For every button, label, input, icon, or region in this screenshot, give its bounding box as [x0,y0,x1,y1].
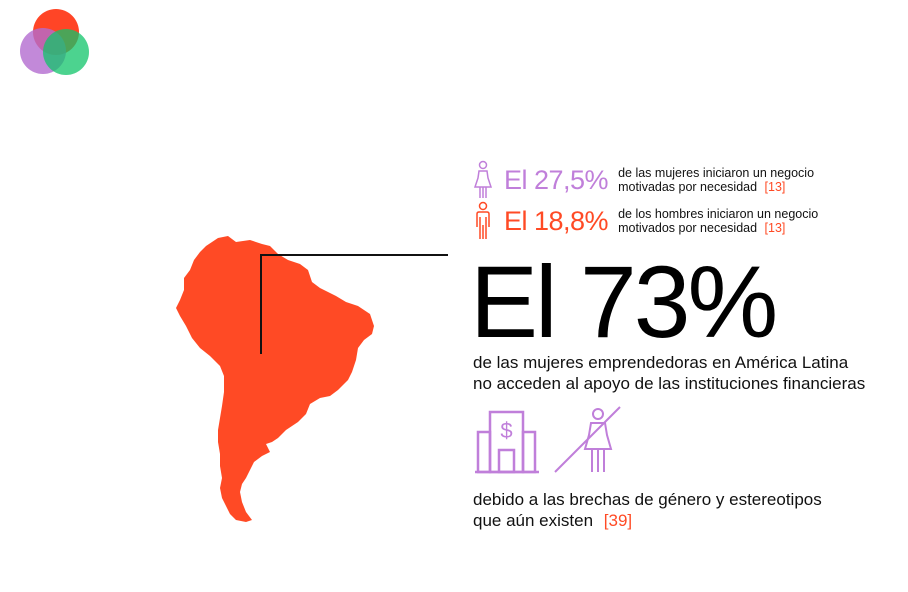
svg-text:$: $ [500,418,512,443]
footer-line1: debido a las brechas de género y estereo… [473,490,822,509]
hero-desc-line1: de las mujeres emprendedoras en América … [473,353,849,372]
citation-ref: [39] [603,511,633,530]
hero-stat-description: de las mujeres emprendedoras en América … [473,352,865,394]
stat-description: de los hombres iniciaron un negocio moti… [618,207,818,235]
citation-ref: [13] [764,180,786,194]
stat-desc-line2: motivados por necesidad [618,221,758,235]
bank-building-dollar-icon: $ [475,410,539,474]
citation-ref: [13] [764,221,786,235]
stat-men-necessity: El 18,8% de los hombres iniciaron un neg… [472,201,818,241]
leader-line-vertical [260,254,262,354]
hero-desc-line2: no acceden al apoyo de las instituciones… [473,374,866,393]
stat-description: de las mujeres iniciaron un negocio moti… [618,166,814,194]
leader-line-horizontal [261,254,448,256]
man-icon [472,201,494,241]
south-america-map-icon [170,230,390,530]
stat-desc-line1: de los hombres iniciaron un negocio [618,207,819,221]
stat-value: El 18,8% [504,205,609,236]
woman-icon [472,160,494,200]
venn-logo-icon [18,8,94,80]
barrier-icons: $ [475,405,635,475]
footer-line2: que aún existen [473,511,594,530]
stat-desc-line2: motivadas por necesidad [618,180,758,194]
stat-value: El 27,5% [504,164,609,195]
woman-crossed-out-icon [554,406,621,473]
footer-note: debido a las brechas de género y estereo… [473,489,822,531]
stat-women-necessity: El 27,5% de las mujeres iniciaron un neg… [472,160,814,200]
hero-stat-value: El 73% [470,245,778,359]
stat-desc-line1: de las mujeres iniciaron un negocio [618,166,815,180]
